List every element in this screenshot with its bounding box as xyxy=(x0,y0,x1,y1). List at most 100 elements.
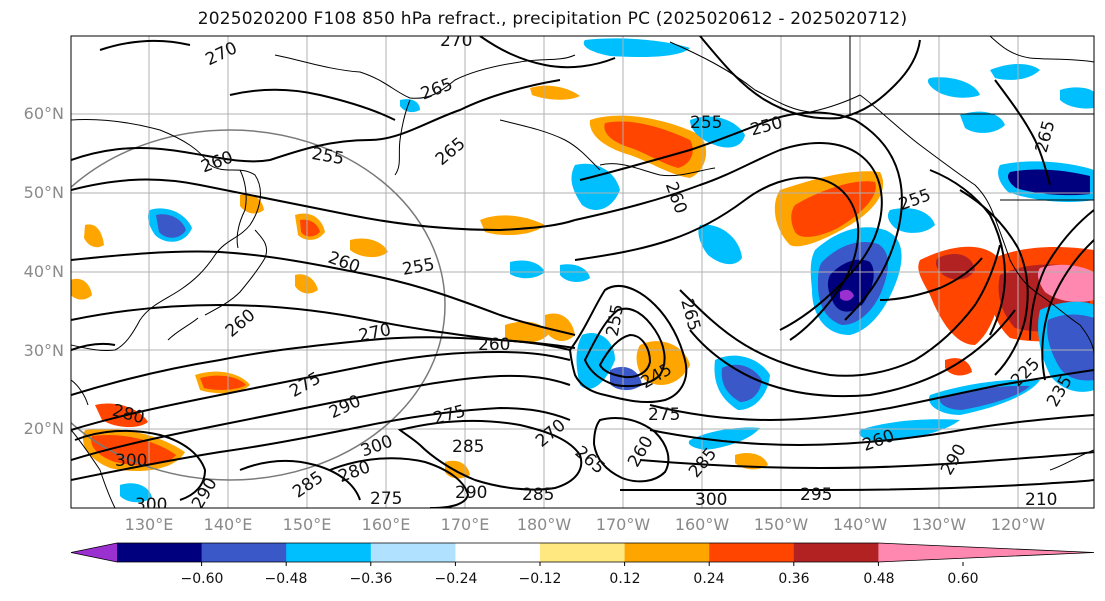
lat-label-30n: 30°N xyxy=(23,341,64,360)
anomaly-patch xyxy=(791,181,876,237)
colorbar xyxy=(70,542,1095,566)
contour-label: 300 xyxy=(695,490,727,510)
colorbar-tick: −0.48 xyxy=(264,571,308,587)
anomaly-patch xyxy=(505,321,548,343)
colorbar-tick: −0.24 xyxy=(434,571,478,587)
contour-label: 280 xyxy=(336,457,373,487)
anomaly-patch xyxy=(480,215,545,236)
lon-label-170w: 170°W xyxy=(595,515,651,534)
lat-label-50n: 50°N xyxy=(23,183,64,202)
colorbar-swatch xyxy=(624,543,710,562)
contour-label: 260 xyxy=(478,335,510,355)
anomaly-patch xyxy=(71,278,92,300)
contour-label: 275 xyxy=(370,489,402,509)
coastlines xyxy=(71,36,1094,508)
contour-label: 265 xyxy=(418,75,455,105)
anomaly-patch xyxy=(84,224,104,248)
colorbar-swatch xyxy=(540,543,626,562)
contour-label: 250 xyxy=(748,113,785,141)
graticule xyxy=(71,36,1094,508)
anomaly-patch xyxy=(945,358,972,376)
colorbar-tick: 0.36 xyxy=(778,571,810,587)
anomaly-patch xyxy=(200,375,246,390)
colorbar-tick: −0.60 xyxy=(180,571,224,587)
colorbar-tick: 0.60 xyxy=(947,571,979,587)
anomaly-patch xyxy=(583,38,690,58)
anomaly-patch xyxy=(91,434,176,466)
contour-label: 300 xyxy=(358,432,395,462)
anomaly-patch xyxy=(350,238,388,258)
anomaly-patch xyxy=(1047,314,1094,381)
contour-label: 270 xyxy=(357,320,393,346)
contour-label: 255 xyxy=(310,144,345,169)
colorbar-tick: 0.48 xyxy=(863,571,895,587)
anomaly-patch xyxy=(530,85,580,100)
anomaly-patch xyxy=(610,366,642,391)
colorbar-tick: 0.24 xyxy=(693,571,725,587)
contour-label: 295 xyxy=(800,485,832,505)
contour-label: 260 xyxy=(222,305,260,341)
contour-lines xyxy=(71,36,1094,508)
anomaly-patch xyxy=(560,264,590,282)
contour-label: 260 xyxy=(199,147,236,177)
colorbar-swatch xyxy=(455,543,541,562)
anomaly-patch xyxy=(939,385,1030,410)
lat-label-20n: 20°N xyxy=(23,419,64,438)
lon-label-140w: 140°W xyxy=(832,515,888,534)
colorbar-swatch xyxy=(201,543,287,562)
contour-label: 260 xyxy=(661,179,691,216)
contour-label: 285 xyxy=(452,437,484,457)
anomaly-patch xyxy=(576,332,615,389)
lon-label-160w: 160°W xyxy=(674,515,730,534)
anomaly-patch xyxy=(1060,87,1094,109)
anomaly-patch xyxy=(960,111,1005,133)
anomaly-patch xyxy=(571,163,620,210)
contour-label: 255 xyxy=(603,303,628,338)
contour-label: 270 xyxy=(532,415,570,451)
lon-label-160e: 160°E xyxy=(361,515,411,534)
contour-label: 270 xyxy=(203,38,241,70)
colorbar-tick: −0.36 xyxy=(349,571,393,587)
contour-label: 265 xyxy=(1032,118,1060,155)
anomaly-patch xyxy=(990,64,1040,80)
anomaly-patch xyxy=(827,259,874,312)
contour-label: 265 xyxy=(432,134,470,170)
contour-label: 300 xyxy=(115,451,147,471)
anomaly-patch xyxy=(840,289,854,301)
lon-label-130e: 130°E xyxy=(124,515,174,534)
colorbar-extend-low xyxy=(71,543,117,562)
anomaly-patch xyxy=(156,214,186,238)
colorbar-outline xyxy=(70,542,1095,563)
anomaly-patch xyxy=(927,77,980,98)
lon-label-170e: 170°E xyxy=(440,515,490,534)
anomaly-patch xyxy=(545,313,575,342)
colorbar-tick: 0.12 xyxy=(609,571,641,587)
contour-label: 265 xyxy=(676,297,704,334)
lon-label-150w: 150°W xyxy=(753,515,809,534)
colorbar-swatch xyxy=(709,543,795,562)
contour-label: 275 xyxy=(286,368,324,402)
anomaly-patch xyxy=(690,116,745,148)
anomaly-patch xyxy=(510,260,545,279)
contour-label: 290 xyxy=(326,391,364,423)
anomaly-patch xyxy=(120,483,152,503)
contour-label: 210 xyxy=(1025,490,1057,510)
lat-label-40n: 40°N xyxy=(23,262,64,281)
contour-label: 275 xyxy=(648,405,680,425)
lon-label-130w: 130°W xyxy=(911,515,967,534)
contour-label: 270 xyxy=(440,31,472,51)
contour-label: 290 xyxy=(937,441,971,479)
contour-label: 285 xyxy=(522,485,554,505)
anomaly-patch xyxy=(698,224,742,265)
colorbar-tick: −0.12 xyxy=(518,571,562,587)
lat-label-60n: 60°N xyxy=(23,104,64,123)
lon-label-180w: 180°W xyxy=(516,515,572,534)
region-outline xyxy=(71,129,446,481)
anomaly-patch xyxy=(735,453,768,470)
anomaly-patch xyxy=(300,219,320,237)
contour-label: 265 xyxy=(571,442,609,478)
colorbar-swatch xyxy=(286,543,372,562)
contour-label: 255 xyxy=(690,113,722,133)
contour-label: 260 xyxy=(624,433,658,471)
